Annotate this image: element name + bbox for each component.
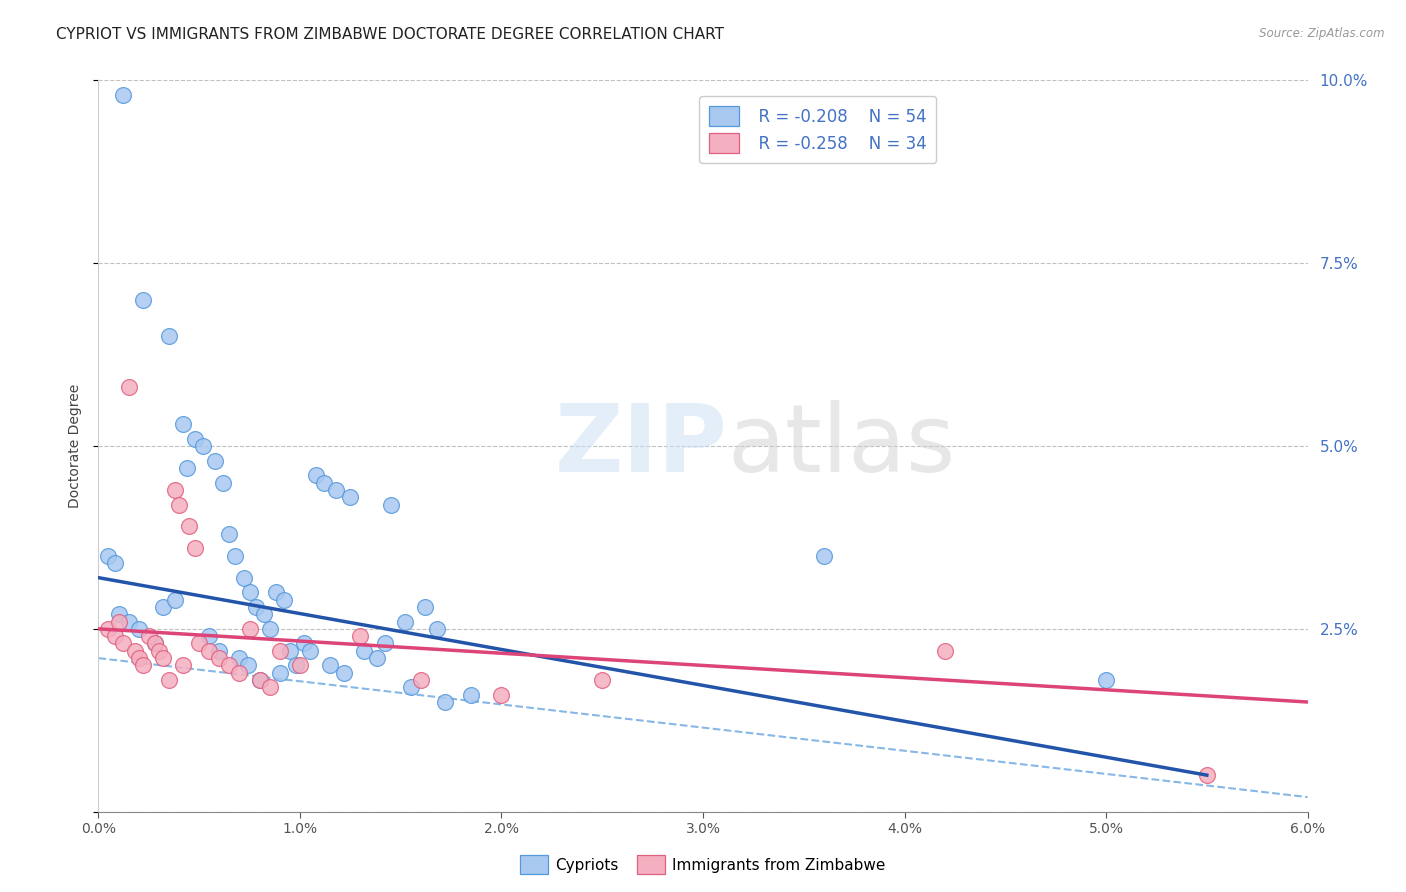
- Point: [107, 607, 129, 622]
- Point: [228, 651, 250, 665]
- Point: [292, 636, 315, 650]
- Point: [132, 658, 155, 673]
- Point: [208, 644, 231, 658]
- Point: [273, 592, 295, 607]
- Point: [212, 475, 235, 490]
- Point: [426, 622, 449, 636]
- Point: [148, 644, 170, 658]
- Point: [319, 658, 342, 673]
- Point: [249, 673, 271, 687]
- Point: [132, 293, 155, 307]
- Point: [118, 615, 141, 629]
- Point: [176, 461, 198, 475]
- Point: [366, 651, 388, 665]
- Point: [204, 453, 226, 467]
- Text: atlas: atlas: [727, 400, 956, 492]
- Point: [138, 629, 160, 643]
- Point: [124, 644, 146, 658]
- Point: [188, 636, 211, 650]
- Point: [269, 644, 291, 658]
- Point: [218, 526, 240, 541]
- Legend: Cypriots, Immigrants from Zimbabwe: Cypriots, Immigrants from Zimbabwe: [515, 849, 891, 880]
- Point: [934, 644, 956, 658]
- Point: [353, 644, 375, 658]
- Point: [394, 615, 416, 629]
- Point: [591, 673, 613, 687]
- Point: [259, 622, 281, 636]
- Point: [152, 651, 174, 665]
- Point: [172, 658, 194, 673]
- Text: CYPRIOT VS IMMIGRANTS FROM ZIMBABWE DOCTORATE DEGREE CORRELATION CHART: CYPRIOT VS IMMIGRANTS FROM ZIMBABWE DOCT…: [56, 27, 724, 42]
- Point: [184, 541, 207, 556]
- Point: [288, 658, 311, 673]
- Point: [239, 585, 262, 599]
- Point: [152, 599, 174, 614]
- Point: [299, 644, 322, 658]
- Point: [1095, 673, 1118, 687]
- Point: [269, 665, 291, 680]
- Point: [111, 87, 134, 102]
- Point: [284, 658, 307, 673]
- Point: [157, 673, 180, 687]
- Point: [167, 498, 190, 512]
- Point: [264, 585, 287, 599]
- Text: ZIP: ZIP: [554, 400, 727, 492]
- Legend:   R = -0.208    N = 54,   R = -0.258    N = 34: R = -0.208 N = 54, R = -0.258 N = 34: [699, 96, 936, 163]
- Point: [339, 490, 361, 504]
- Text: Source: ZipAtlas.com: Source: ZipAtlas.com: [1260, 27, 1385, 40]
- Point: [1195, 768, 1218, 782]
- Point: [434, 695, 457, 709]
- Point: [245, 599, 267, 614]
- Point: [103, 629, 125, 643]
- Point: [380, 498, 402, 512]
- Point: [325, 483, 347, 497]
- Point: [249, 673, 271, 687]
- Y-axis label: Doctorate Degree: Doctorate Degree: [69, 384, 83, 508]
- Point: [232, 571, 254, 585]
- Point: [208, 651, 231, 665]
- Point: [349, 629, 371, 643]
- Point: [111, 636, 134, 650]
- Point: [228, 665, 250, 680]
- Point: [239, 622, 262, 636]
- Point: [305, 468, 328, 483]
- Point: [333, 665, 356, 680]
- Point: [128, 622, 150, 636]
- Point: [97, 622, 120, 636]
- Point: [118, 380, 141, 394]
- Point: [157, 329, 180, 343]
- Point: [491, 688, 513, 702]
- Point: [107, 615, 129, 629]
- Point: [97, 549, 120, 563]
- Point: [103, 556, 125, 570]
- Point: [224, 549, 246, 563]
- Point: [143, 636, 166, 650]
- Point: [193, 439, 215, 453]
- Point: [460, 688, 482, 702]
- Point: [128, 651, 150, 665]
- Point: [374, 636, 396, 650]
- Point: [184, 432, 207, 446]
- Point: [172, 417, 194, 431]
- Point: [163, 483, 186, 497]
- Point: [409, 673, 432, 687]
- Point: [813, 549, 835, 563]
- Point: [198, 629, 221, 643]
- Point: [314, 475, 336, 490]
- Point: [259, 681, 281, 695]
- Point: [253, 607, 276, 622]
- Point: [198, 644, 221, 658]
- Point: [218, 658, 240, 673]
- Point: [179, 519, 201, 533]
- Point: [236, 658, 259, 673]
- Point: [143, 636, 166, 650]
- Point: [163, 592, 186, 607]
- Point: [413, 599, 436, 614]
- Point: [399, 681, 422, 695]
- Point: [278, 644, 301, 658]
